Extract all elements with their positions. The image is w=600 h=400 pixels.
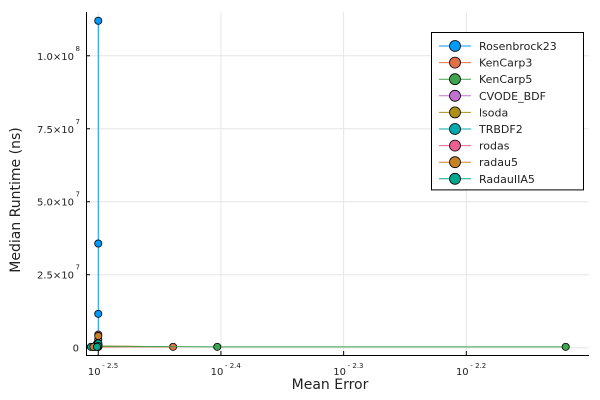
legend-label: rodas (479, 140, 510, 153)
legend-marker (449, 89, 461, 102)
legend-marker (449, 106, 461, 119)
legend-marker (449, 56, 461, 69)
legend-marker (449, 172, 461, 185)
legend-item: CVODE_BDF (439, 90, 546, 103)
data-point (561, 342, 570, 351)
data-point (94, 239, 103, 248)
legend-marker (449, 123, 461, 135)
series-line (98, 345, 566, 348)
legend-marker (449, 73, 461, 86)
legend-item: radau5 (439, 156, 518, 169)
legend-marker (449, 139, 461, 152)
y-tick-label: 7.5×10 (37, 125, 74, 136)
y-tick-label: 2.5×10 (37, 271, 74, 282)
y-tick-label: 0 (73, 344, 79, 355)
legend-item: Rosenbrock23 (439, 40, 557, 53)
data-point (94, 16, 103, 25)
series-radauiia5 (93, 339, 103, 351)
legend-item: rodas (439, 140, 510, 153)
data-point (93, 342, 102, 351)
legend-item: TRBDF2 (439, 123, 523, 136)
legend-marker (449, 156, 461, 169)
y-tick-label: 1.0×10 (37, 52, 74, 63)
x-axis-label: Mean Error (292, 377, 369, 393)
data-point (213, 342, 222, 351)
y-tick-label: 5.0×10 (37, 198, 74, 209)
y-axis-label: Median Runtime (ns) (8, 127, 24, 272)
legend-label: radau5 (479, 156, 518, 169)
series (86, 16, 570, 351)
legend-label: lsoda (479, 106, 508, 119)
legend-label: KenCarp5 (479, 73, 532, 86)
legend-marker (449, 40, 461, 52)
x-tick-label: 10 (333, 367, 346, 378)
x-tick-exponent: - 2.3 (348, 362, 364, 370)
x-tick-label: 10 (211, 367, 224, 378)
x-tick-label: 10 (88, 367, 101, 378)
legend-item: RadauIIA5 (439, 173, 535, 186)
legend-label: Rosenbrock23 (479, 40, 557, 53)
legend-item: KenCarp3 (439, 57, 532, 70)
legend-item: KenCarp5 (439, 73, 532, 86)
legend-label: KenCarp3 (479, 57, 532, 70)
legend-item: lsoda (439, 106, 508, 119)
y-tick-exponent: 8 (76, 45, 80, 53)
legend-label: RadauIIA5 (479, 173, 535, 186)
data-point (94, 332, 103, 341)
axes (86, 12, 589, 356)
tick-labels: 10- 2.510- 2.410- 2.310- 2.2072.5×1075.0… (37, 45, 486, 378)
data-point (94, 309, 103, 318)
y-tick-exponent: 7 (76, 191, 80, 199)
x-tick-exponent: - 2.4 (225, 362, 241, 370)
y-tick-exponent: 7 (76, 118, 80, 126)
x-tick-label: 10 (456, 367, 469, 378)
y-tick-exponent: 7 (76, 264, 80, 272)
legend-label: TRBDF2 (478, 123, 523, 136)
legend: Rosenbrock23 KenCarp3 KenCarp5 CVODE_BDFlso… (431, 32, 584, 191)
x-tick-exponent: - 2.2 (470, 362, 486, 370)
legend-label: CVODE_BDF (479, 90, 546, 103)
x-tick-exponent: - 2.5 (102, 362, 118, 370)
